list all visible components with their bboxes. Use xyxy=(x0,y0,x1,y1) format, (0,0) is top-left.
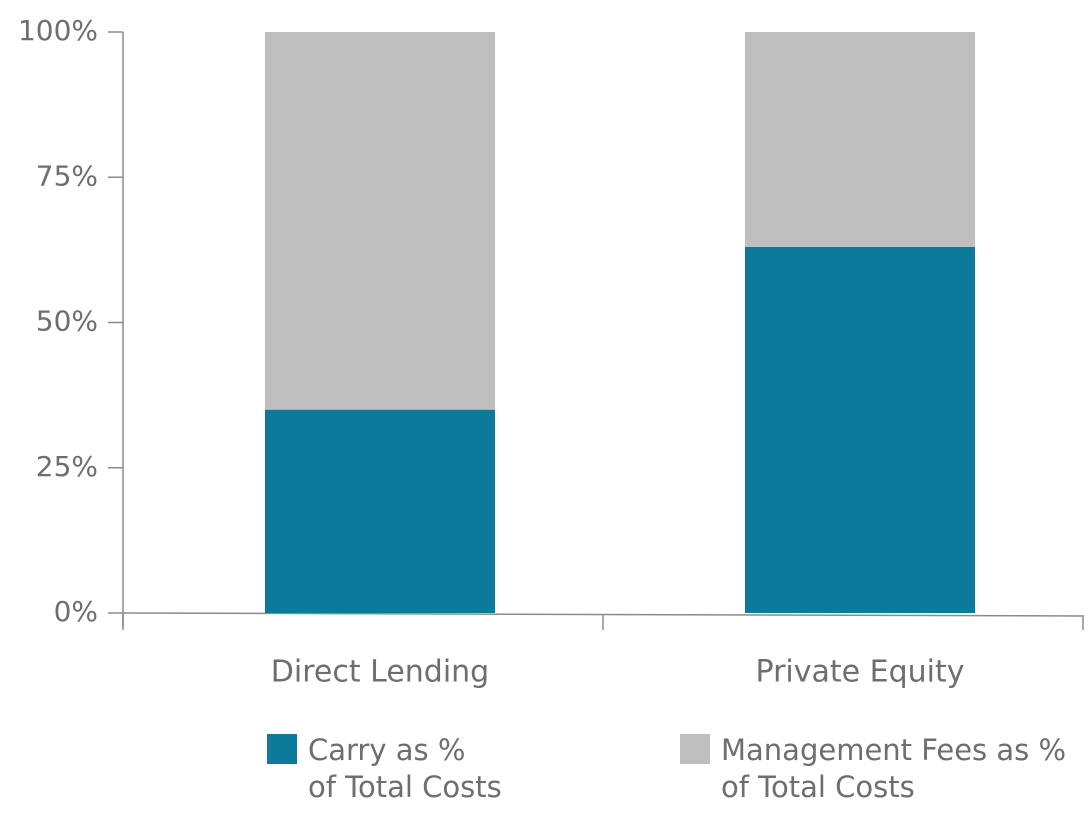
legend-swatch xyxy=(267,734,297,764)
legend-label: Management Fees as % of Total Costs xyxy=(721,733,1067,804)
x-tick-label: Direct Lending xyxy=(271,655,489,690)
bar-segment xyxy=(265,32,495,410)
y-tick-label: 75% xyxy=(36,159,98,192)
bar-segment xyxy=(745,246,975,613)
legend-swatch xyxy=(680,734,710,764)
chart: 0% 25% 50% 75% 100% Direct Lending Private Equ… xyxy=(18,14,1084,690)
x-axis xyxy=(122,612,1084,617)
x-tick-label: Private Equity xyxy=(756,655,965,690)
y-tick-label: 0% xyxy=(54,595,98,628)
y-tick-label: 50% xyxy=(36,305,98,338)
legend-label: Carry as % of Total Costs xyxy=(308,733,502,804)
bar-segment xyxy=(745,32,975,247)
y-tick-label: 25% xyxy=(36,450,98,483)
bar-segment xyxy=(265,409,495,613)
y-tick-label: 100% xyxy=(18,14,98,47)
